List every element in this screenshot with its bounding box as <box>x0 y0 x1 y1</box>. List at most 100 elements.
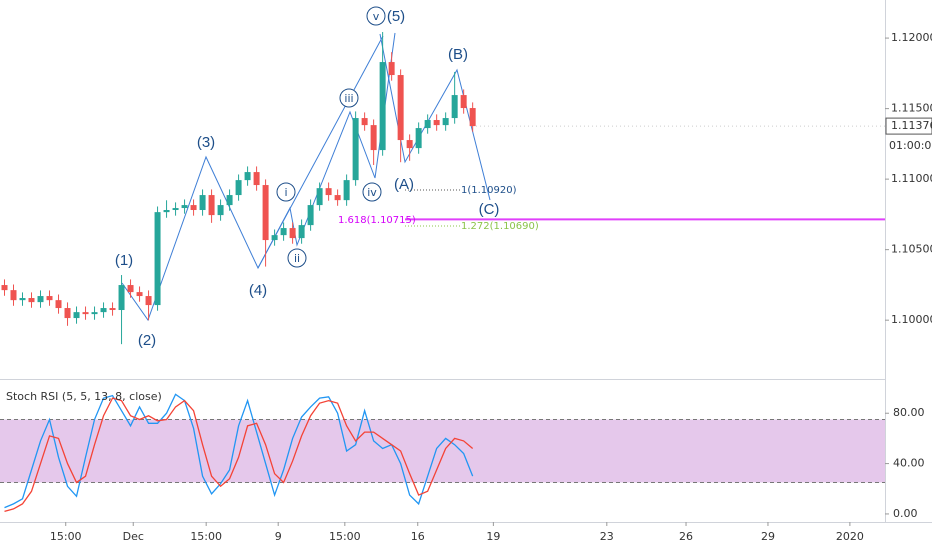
candle-body <box>226 195 233 206</box>
candle-body <box>235 180 242 196</box>
candle-body <box>10 290 17 301</box>
candle-body <box>262 185 269 241</box>
candle-body <box>37 296 44 303</box>
candle-body <box>469 108 476 127</box>
fib-label: 1.272(1.10690) <box>461 221 539 232</box>
candle-body <box>55 300 62 309</box>
wave-circle <box>287 248 307 268</box>
candle-body <box>406 140 413 149</box>
candle-body <box>28 298 35 303</box>
candle-body <box>334 195 341 201</box>
x-tick-label: 9 <box>275 530 282 543</box>
candle-body <box>91 312 98 315</box>
band-fill <box>0 419 885 483</box>
wave-line <box>257 32 396 269</box>
countdown: 01:00:08 <box>889 139 932 152</box>
wave-label: v <box>373 10 380 23</box>
wave-line <box>121 35 384 322</box>
x-tick-label: 2020 <box>836 530 864 543</box>
candle-body <box>82 312 89 315</box>
candle-body <box>136 292 143 297</box>
stoch-line <box>4 397 474 513</box>
y-tick-label: 1.11000 <box>891 172 932 185</box>
wave-label: (2) <box>138 332 156 349</box>
y-tick-label: 1.10000 <box>891 313 932 326</box>
candle-body <box>64 308 71 319</box>
x-tick-label: Dec <box>123 530 144 543</box>
wave-circle <box>362 182 382 202</box>
fib-label: 1(1.10920) <box>461 185 517 196</box>
wave-label: iv <box>367 186 377 199</box>
x-tick-label: 26 <box>679 530 693 543</box>
stoch-line <box>4 393 474 509</box>
y-tick-label: 0.00 <box>893 507 918 520</box>
candle-body <box>154 212 161 306</box>
candle-body <box>451 95 458 119</box>
wave-label: (5) <box>387 8 405 25</box>
x-tick-label: 15:00 <box>190 530 222 543</box>
wave-label: iii <box>344 92 353 105</box>
candle-body <box>100 308 107 313</box>
wave-label: (4) <box>249 282 267 299</box>
candle-body <box>370 125 377 151</box>
candle-body <box>163 210 170 213</box>
x-tick-label: 16 <box>411 530 425 543</box>
candle-body <box>73 312 80 319</box>
x-tick-label: 15:00 <box>50 530 82 543</box>
candle-body <box>343 180 350 201</box>
candle-body <box>316 188 323 206</box>
last-price-tag <box>885 117 932 135</box>
wave-circle <box>276 182 296 202</box>
wave-label: (A) <box>394 176 414 193</box>
candle-body <box>289 228 296 239</box>
candle-body <box>280 228 287 236</box>
candle-body <box>118 285 125 311</box>
candle-body <box>199 195 206 211</box>
x-tick-label: 29 <box>761 530 775 543</box>
candle-body <box>388 62 395 76</box>
candle-body <box>433 120 440 126</box>
y-tick-label: 1.11500 <box>891 102 932 115</box>
candle-body <box>415 128 422 149</box>
candle-body <box>307 205 314 226</box>
x-tick-label: 15:00 <box>329 530 361 543</box>
wave-circle <box>366 6 386 26</box>
candle-body <box>127 285 134 293</box>
fib-label: 1.618(1.10715) <box>338 215 416 226</box>
candle-body <box>1 285 8 291</box>
candle-body <box>442 118 449 126</box>
candle-body <box>190 205 197 211</box>
candle-body <box>397 75 404 141</box>
indicator-title: Stoch RSI (5, 5, 13, 8, close) <box>6 390 162 403</box>
candle-body <box>145 296 152 306</box>
candle-body <box>271 235 278 241</box>
candle-body <box>46 296 53 301</box>
candle-body <box>109 308 116 311</box>
candle-body <box>325 188 332 196</box>
candle-body <box>244 172 251 181</box>
wave-label: (1) <box>115 252 133 269</box>
y-tick-label: 80.00 <box>893 406 925 419</box>
x-tick-label: 23 <box>600 530 614 543</box>
wave-label: (C) <box>479 201 500 218</box>
last-price-label: 1.11376 <box>891 119 932 132</box>
wave-label: ii <box>294 252 300 265</box>
candle-body <box>379 62 386 151</box>
candle-body <box>208 195 215 216</box>
y-tick-label: 1.10500 <box>891 243 932 256</box>
y-tick-label: 1.12000 <box>891 31 932 44</box>
candle-body <box>298 225 305 239</box>
wave-label: i <box>284 186 287 199</box>
wave-label: (3) <box>197 134 215 151</box>
wave-label: (B) <box>448 46 468 63</box>
candle-body <box>217 205 224 216</box>
candle-body <box>460 95 467 109</box>
candle-body <box>253 172 260 186</box>
candle-body <box>424 120 431 129</box>
wave-line <box>379 33 491 201</box>
candle-body <box>172 208 179 211</box>
candle-body <box>181 205 188 209</box>
wave-circle <box>339 88 359 108</box>
candle-body <box>19 298 26 301</box>
